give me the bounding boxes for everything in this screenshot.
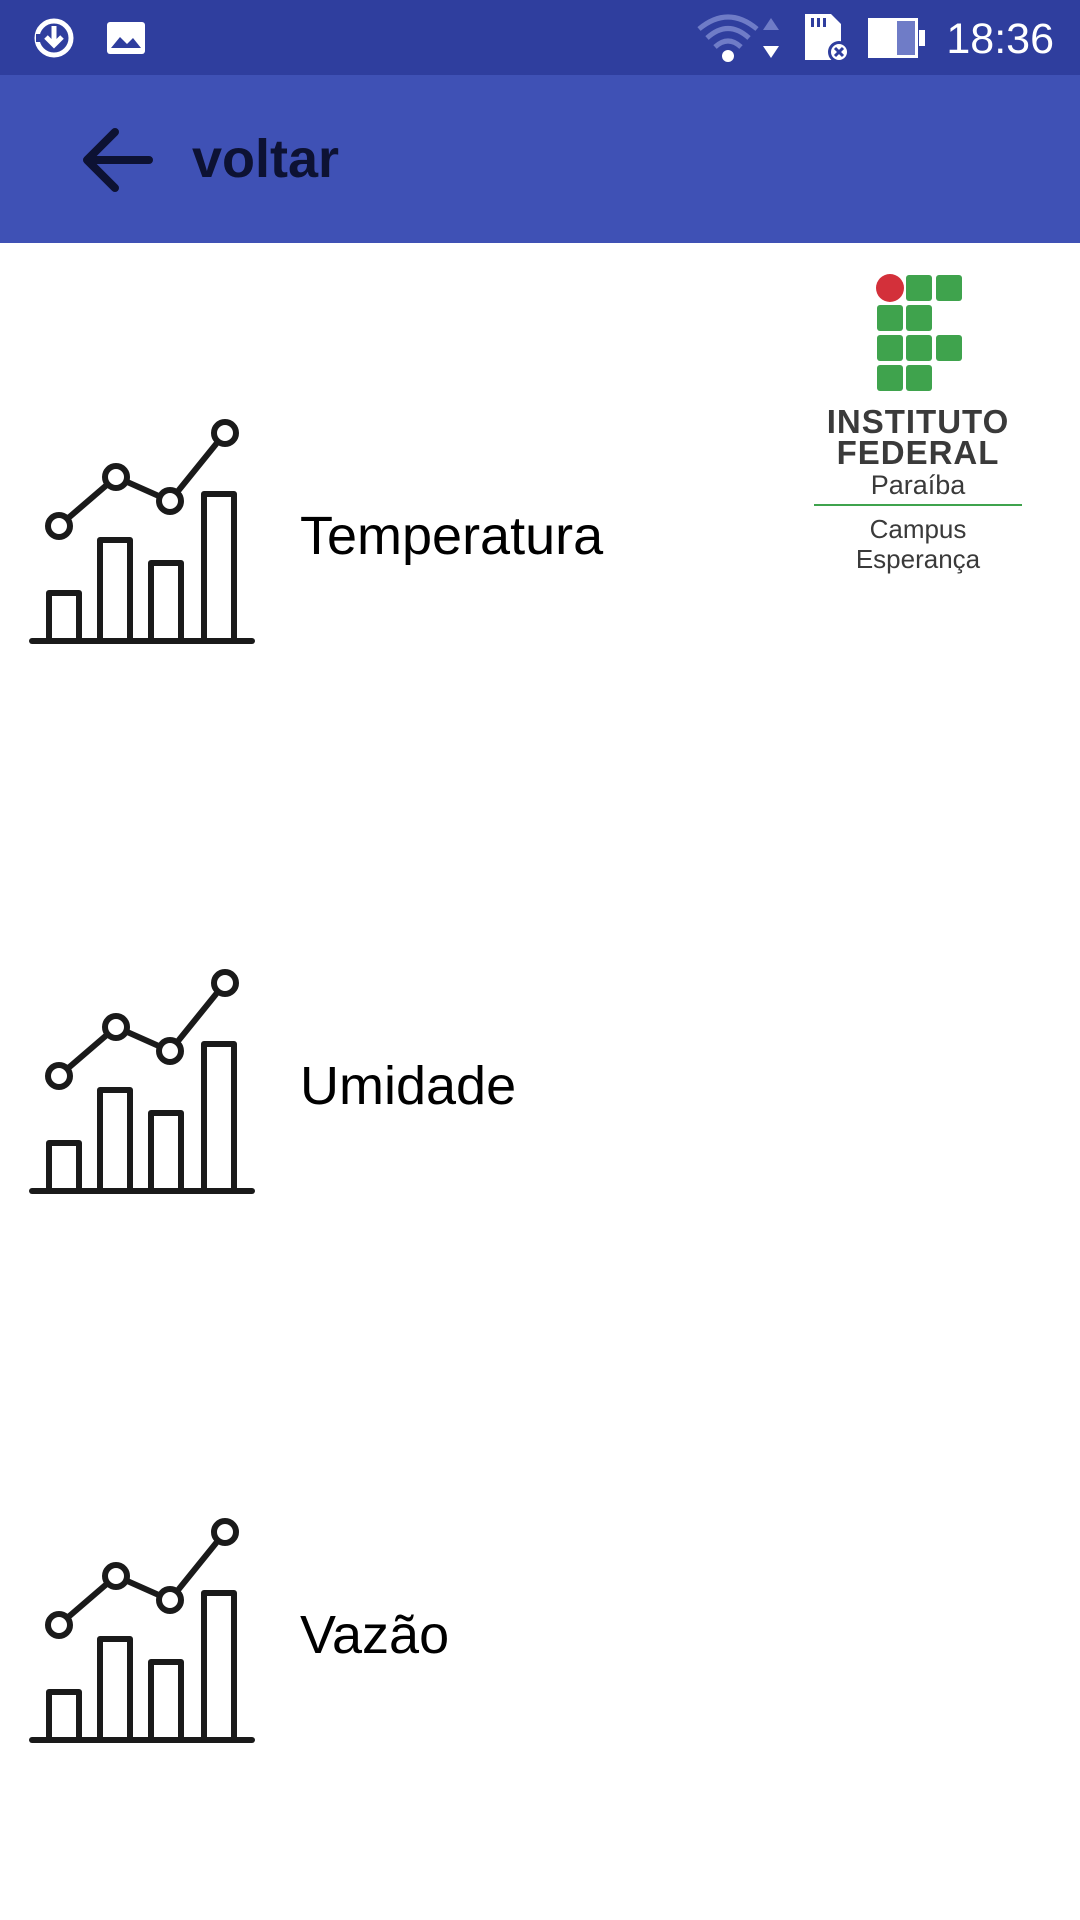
menu-item-label: Temperatura [300, 506, 604, 566]
logo-mark [876, 274, 966, 394]
menu-item-label: Vazão [300, 1605, 450, 1665]
status-bar: 18:36 [0, 0, 1080, 75]
logo-text-instituto: INSTITUTO [826, 403, 1010, 440]
back-button[interactable] [72, 115, 162, 205]
arrow-left-icon [83, 128, 153, 192]
menu-item-temperatura[interactable]: Temperatura [0, 415, 1080, 675]
app-title[interactable]: voltar [192, 129, 340, 189]
logo-red-dot [876, 274, 904, 302]
menu-item-vazao[interactable]: Vazão [0, 1514, 1080, 1774]
wifi-icon [696, 0, 760, 75]
logo-text-paraiba: Paraíba [870, 470, 966, 500]
sd-card-error-icon [800, 0, 852, 75]
institution-logo: INSTITUTO FEDERAL Paraíba Campus Esperan… [812, 270, 1024, 590]
app-bar: voltar [0, 75, 1080, 243]
download-sync-icon [30, 0, 78, 75]
bar-line-chart-icon [29, 1518, 255, 1743]
bar-line-chart-icon [29, 419, 255, 644]
logo-text-federal: FEDERAL [836, 434, 1000, 471]
image-icon [104, 0, 148, 75]
bar-line-chart-icon [29, 969, 255, 1194]
logo-text-esperanca: Esperança [855, 544, 981, 574]
menu-item-umidade[interactable]: Umidade [0, 965, 1080, 1225]
status-time: 18:36 [946, 15, 1054, 63]
menu-item-label: Umidade [300, 1056, 517, 1116]
data-arrows-icon [760, 0, 782, 75]
logo-divider [814, 504, 1022, 506]
logo-text-campus: Campus [869, 514, 967, 544]
battery-icon [866, 0, 928, 75]
